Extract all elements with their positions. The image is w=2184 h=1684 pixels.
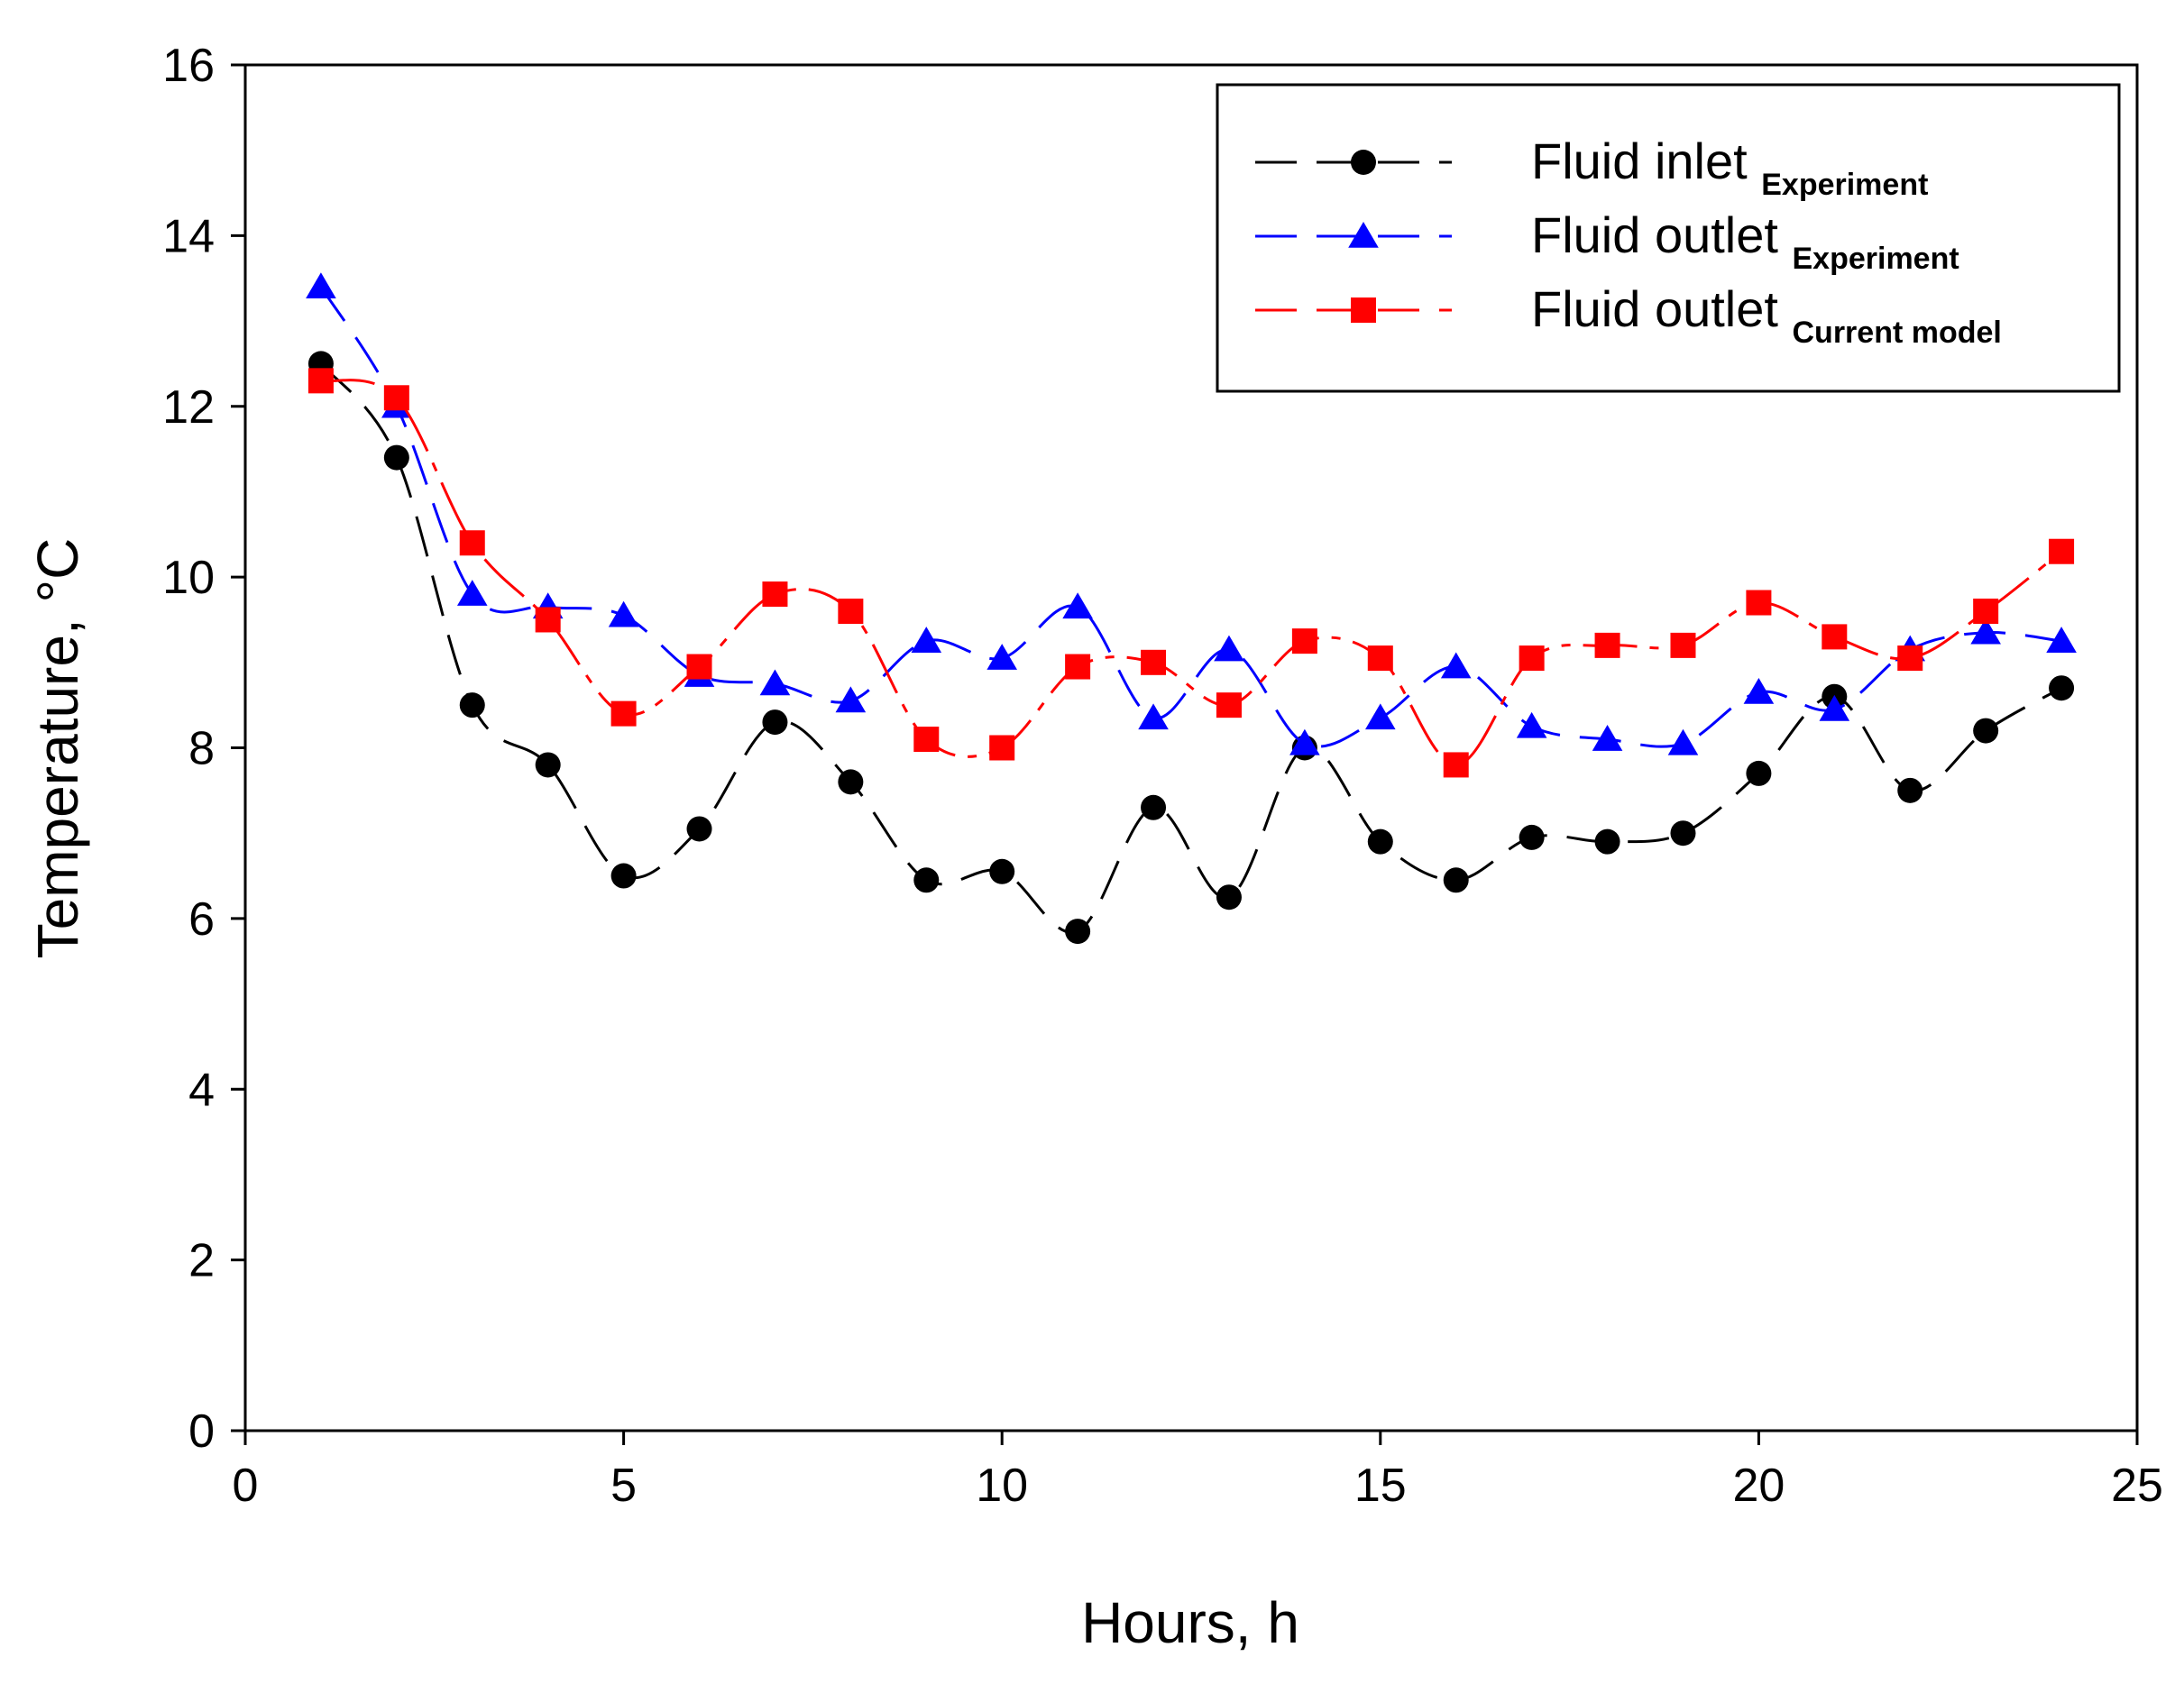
data-point [1973, 718, 1999, 744]
x-tick-label: 5 [610, 1460, 637, 1512]
data-point [1065, 919, 1091, 945]
data-point [1440, 652, 1472, 679]
data-point [1667, 728, 1699, 755]
legend-marker [1348, 222, 1379, 248]
data-point [1516, 711, 1547, 738]
data-point [762, 581, 788, 608]
data-point [2046, 627, 2077, 653]
data-point [535, 752, 561, 778]
data-point [1367, 645, 1393, 672]
data-point [1592, 725, 1623, 751]
x-axis-title: Hours, h [1081, 1590, 1299, 1655]
data-point [1746, 590, 1772, 616]
x-tick-label: 0 [233, 1460, 259, 1512]
data-point [1897, 777, 1923, 803]
data-point [535, 607, 561, 633]
y-tick-label: 14 [162, 210, 215, 262]
x-tick-label: 10 [976, 1460, 1028, 1512]
data-point [306, 272, 336, 298]
data-point [383, 385, 409, 411]
data-point [759, 669, 791, 696]
data-point [1138, 703, 1169, 730]
data-point [1594, 828, 1620, 855]
data-point [838, 769, 864, 795]
data-point [2049, 538, 2075, 564]
data-point [989, 735, 1015, 761]
data-point [1819, 694, 1850, 721]
data-point [1746, 760, 1772, 786]
data-point [1443, 867, 1469, 893]
y-axis-title: Temperature, °C [25, 538, 90, 959]
data-point [459, 692, 485, 718]
data-point [610, 700, 637, 727]
data-point [762, 709, 788, 736]
data-point [913, 867, 940, 893]
y-tick-label: 4 [188, 1064, 215, 1116]
data-point [1670, 632, 1696, 658]
data-point [1214, 635, 1244, 662]
data-point [1519, 824, 1545, 850]
data-point [1216, 692, 1242, 718]
x-tick-label: 15 [1354, 1460, 1407, 1512]
series-0 [307, 351, 2075, 945]
plot-area [306, 272, 2077, 945]
legend-marker [1351, 297, 1376, 323]
data-point [986, 644, 1017, 670]
data-point [1743, 677, 1775, 704]
series-line-0 [319, 362, 2062, 934]
y-tick-label: 16 [162, 40, 215, 92]
data-point [1973, 599, 1999, 624]
data-point [913, 727, 940, 753]
data-point [459, 530, 485, 556]
data-point [383, 444, 409, 471]
x-tick-label: 20 [1732, 1460, 1785, 1512]
data-point [608, 600, 639, 627]
data-point [1065, 654, 1091, 680]
data-point [835, 686, 867, 713]
y-tick-label: 8 [188, 723, 215, 775]
data-point [1367, 828, 1393, 855]
series-line-2 [320, 379, 2063, 766]
data-point [1970, 618, 2001, 645]
legend-marker [1351, 150, 1376, 175]
y-tick-label: 2 [188, 1235, 215, 1287]
data-point [838, 599, 864, 624]
y-tick-label: 0 [188, 1405, 215, 1458]
y-tick-label: 6 [188, 893, 215, 946]
data-point [686, 816, 712, 842]
legend-subscript: Current model [1793, 316, 2002, 350]
data-point [1289, 728, 1320, 755]
data-point [1519, 645, 1545, 672]
legend-subscript: Experiment [1761, 168, 1928, 202]
data-point [686, 654, 712, 680]
data-point [1594, 632, 1620, 658]
data-point [456, 580, 488, 606]
data-point [610, 863, 637, 889]
legend-subscript: Experiment [1793, 242, 1959, 276]
data-point [1897, 645, 1923, 672]
x-tick-label: 25 [2111, 1460, 2163, 1512]
data-point [1062, 592, 1093, 619]
series-2 [307, 368, 2075, 778]
data-point [1141, 794, 1167, 820]
data-point [1822, 624, 1848, 650]
axes: 0 5 10 15 20 25 0 2 4 6 8 10 12 14 16 [162, 40, 2163, 1512]
y-tick-label: 10 [162, 552, 215, 604]
data-point [1670, 820, 1696, 847]
data-point [1216, 884, 1242, 911]
y-tick-label: 12 [162, 381, 215, 434]
data-point [1443, 752, 1469, 778]
data-point [989, 858, 1015, 884]
data-point [1291, 628, 1317, 654]
data-point [1141, 649, 1167, 675]
data-point [2049, 675, 2075, 701]
data-point [307, 368, 334, 394]
data-point [911, 627, 942, 653]
data-point [1365, 703, 1396, 730]
